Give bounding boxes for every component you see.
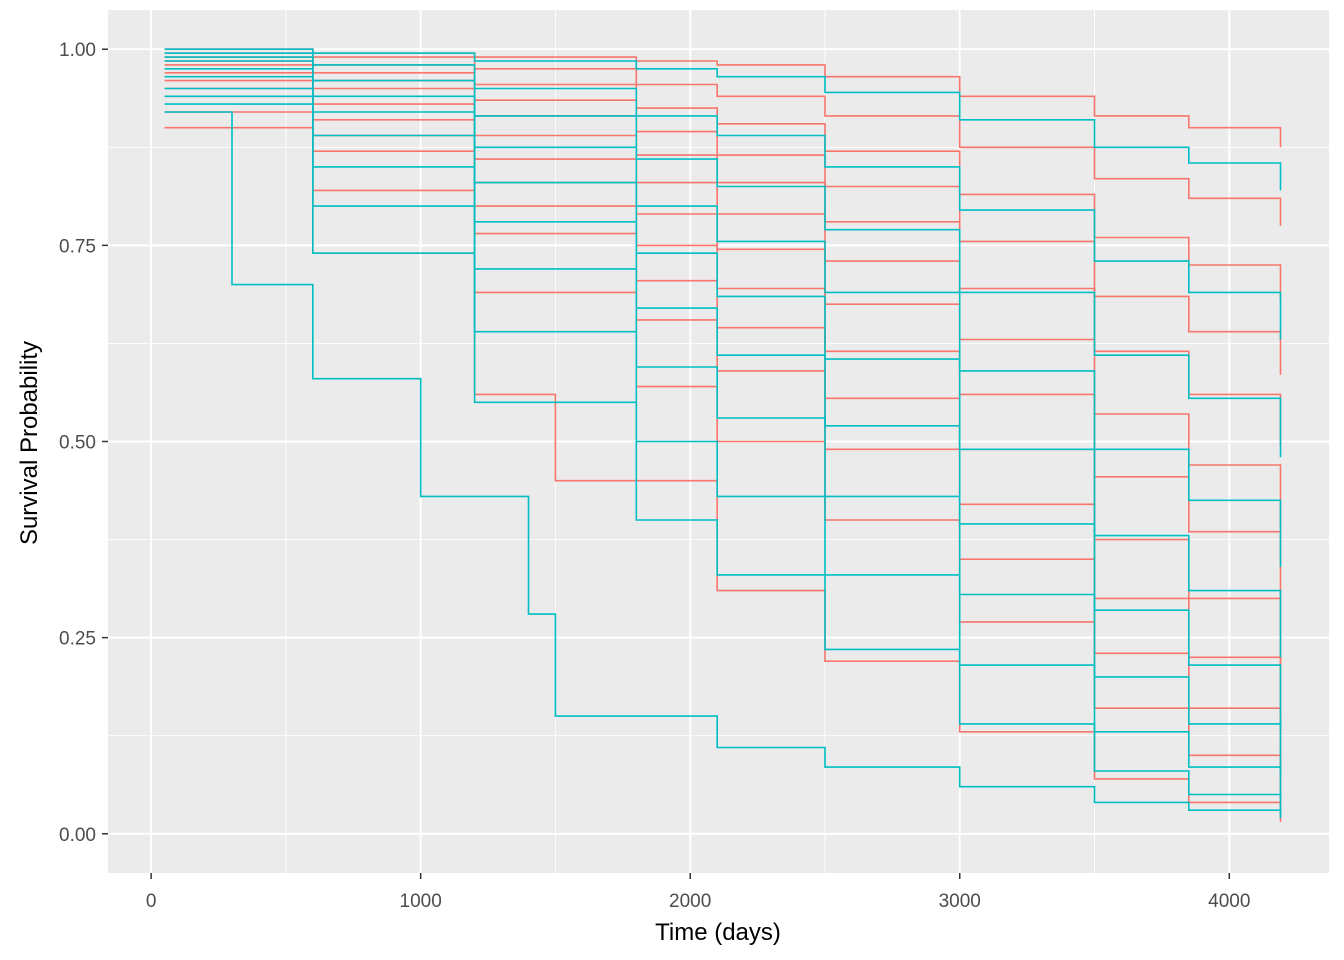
y-tick-label: 0.00 — [59, 825, 96, 846]
survival-curve — [164, 60, 1282, 567]
y-axis-title: Survival Probability — [16, 341, 43, 545]
survival-curves — [164, 48, 1282, 822]
y-tick-label: 0.50 — [59, 433, 96, 454]
survival-curve — [164, 52, 1282, 340]
survival-curve — [164, 56, 1282, 458]
x-tick-label: 0 — [146, 891, 157, 912]
x-tick-label: 4000 — [1208, 891, 1250, 912]
survival-curve — [164, 68, 1282, 658]
x-tick-label: 1000 — [400, 891, 442, 912]
survival-curve — [164, 95, 1282, 799]
x-tick-label: 2000 — [669, 891, 711, 912]
survival-curve — [164, 87, 1282, 771]
y-tick-label: 0.75 — [59, 236, 96, 257]
x-axis-ticks: 0 1000 2000 3000 4000 — [146, 873, 1250, 912]
y-tick-label: 1.00 — [59, 40, 96, 61]
y-tick-label: 0.25 — [59, 629, 96, 650]
survival-curve — [164, 75, 1282, 728]
survival-curve — [164, 103, 1282, 815]
survival-curve — [164, 111, 1282, 819]
survival-curve — [164, 48, 1282, 191]
y-axis-ticks: 0.00 0.25 0.50 0.75 1.00 — [59, 40, 108, 846]
x-tick-label: 3000 — [939, 891, 981, 912]
x-axis-title: Time (days) — [655, 919, 781, 946]
